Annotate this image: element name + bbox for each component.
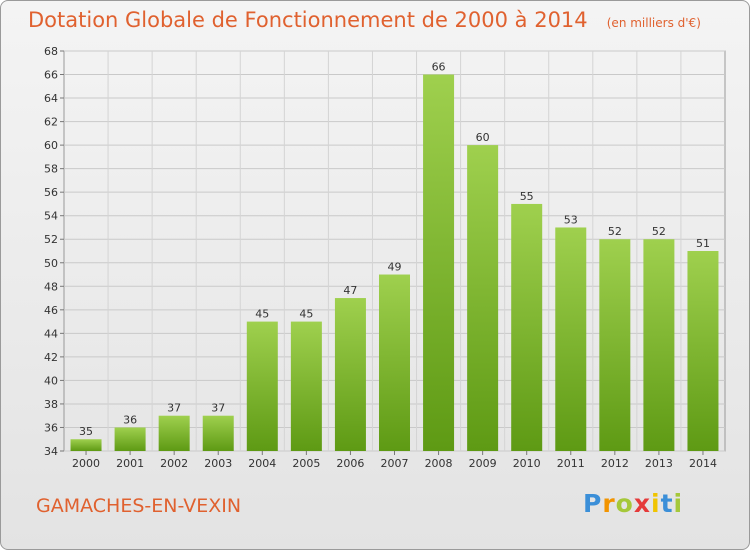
x-tick-label-2006: 2006 — [336, 457, 364, 470]
data-label-2004: 45 — [255, 308, 269, 321]
bar-2010 — [511, 203, 543, 451]
y-axis: 34 36 38 40 42 44 46 48 50 52 54 56 58 60 62 64 66 68 — [44, 45, 64, 458]
y-tick-label: 54 — [44, 210, 58, 223]
commune-name: GAMACHES-EN-VEXIN — [36, 495, 242, 517]
y-tick-label: 36 — [44, 421, 58, 434]
chart-title: Dotation Globale de Fonctionnement de 20… — [28, 8, 588, 32]
y-tick-label: 42 — [44, 351, 58, 364]
y-tick-label: 66 — [44, 69, 58, 82]
x-tick-label-2009: 2009 — [469, 457, 497, 470]
data-label-2012: 52 — [608, 225, 622, 238]
data-label-2009: 60 — [476, 131, 490, 144]
data-label-2000: 35 — [79, 425, 93, 438]
data-label-2010: 55 — [520, 190, 534, 203]
x-tick-label-2013: 2013 — [645, 457, 673, 470]
bar-2006 — [334, 298, 366, 451]
y-tick-label: 58 — [44, 163, 58, 176]
data-label-2007: 49 — [388, 261, 402, 274]
y-tick-label: 52 — [44, 233, 58, 246]
y-tick-label: 48 — [44, 280, 58, 293]
logo-letter: i — [651, 489, 661, 518]
y-tick-label: 46 — [44, 304, 58, 317]
bar-2004 — [246, 321, 278, 451]
data-label-2001: 36 — [123, 413, 137, 426]
logo-letter: r — [602, 489, 616, 518]
proxiti-logo[interactable]: Proxiti — [583, 489, 683, 518]
bar-2014 — [687, 251, 719, 451]
y-tick-label: 62 — [44, 116, 58, 129]
data-label-2006: 47 — [343, 284, 357, 297]
x-tick-label-2002: 2002 — [160, 457, 188, 470]
bar-2011 — [555, 227, 587, 451]
data-label-2002: 37 — [167, 402, 181, 415]
bar-2003 — [202, 415, 234, 451]
data-label-2011: 53 — [564, 213, 578, 226]
bar-2002 — [158, 415, 190, 451]
title-block: Dotation Globale de Fonctionnement de 20… — [28, 8, 701, 32]
logo-letter: o — [615, 489, 634, 518]
x-tick-label-2003: 2003 — [204, 457, 232, 470]
bar-2009 — [467, 145, 499, 451]
x-tick-label-2000: 2000 — [72, 457, 100, 470]
data-label-2008: 66 — [432, 61, 446, 74]
bar-2008 — [423, 74, 455, 451]
x-tick-label-2014: 2014 — [689, 457, 717, 470]
data-label-2013: 52 — [652, 225, 666, 238]
x-tick-label-2004: 2004 — [248, 457, 276, 470]
logo-letter: t — [660, 489, 674, 518]
bar-2001 — [114, 427, 146, 451]
bar-2007 — [379, 274, 410, 451]
logo-letter: P — [583, 489, 603, 518]
y-tick-label: 68 — [44, 45, 58, 58]
bar-2013 — [643, 239, 675, 451]
logo-letter: i — [673, 489, 684, 518]
x-tick-label-2005: 2005 — [292, 457, 320, 470]
logo-letter: x — [633, 489, 651, 518]
y-tick-label: 44 — [44, 327, 58, 340]
x-tick-label-2007: 2007 — [381, 457, 409, 470]
y-tick-label: 60 — [44, 139, 58, 152]
data-labels: 35 36 37 37 45 45 47 49 66 60 55 53 52 52 51 — [79, 61, 710, 439]
x-axis: 2000 2001 2002 2003 2004 2005 2006 2007 2008 2009… — [72, 451, 717, 470]
data-label-2014: 51 — [696, 237, 710, 250]
bar-2012 — [599, 239, 631, 451]
y-tick-label: 64 — [44, 92, 58, 105]
data-label-2003: 37 — [211, 402, 225, 415]
x-tick-label-2012: 2012 — [601, 457, 629, 470]
chart-unit: (en milliers d'€) — [606, 16, 701, 30]
y-tick-label: 40 — [44, 374, 58, 387]
y-tick-label: 38 — [44, 398, 58, 411]
data-label-2005: 45 — [299, 308, 313, 321]
bars — [70, 74, 719, 451]
bar-2005 — [290, 321, 322, 451]
bar-2000 — [70, 439, 102, 451]
x-tick-label-2011: 2011 — [557, 457, 585, 470]
x-tick-label-2001: 2001 — [116, 457, 144, 470]
y-tick-label: 50 — [44, 257, 58, 270]
y-tick-label: 34 — [44, 445, 58, 458]
y-tick-label: 56 — [44, 186, 58, 199]
x-tick-label-2008: 2008 — [425, 457, 453, 470]
x-tick-label-2010: 2010 — [513, 457, 541, 470]
